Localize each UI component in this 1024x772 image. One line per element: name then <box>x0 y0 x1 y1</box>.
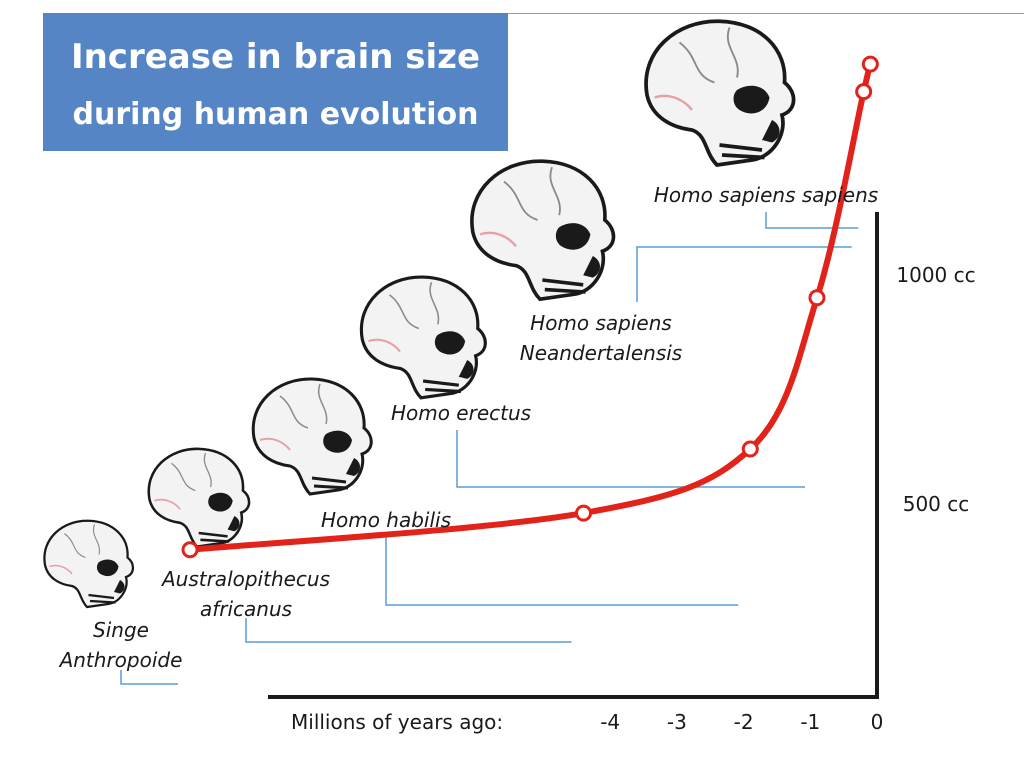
data-point-4 <box>855 83 873 101</box>
skull-erectus-image <box>359 275 487 400</box>
species-label-line: Anthropoide <box>58 648 183 672</box>
species-label-3: Homo erectus <box>391 401 531 425</box>
species-label-line: Homo sapiens sapiens <box>654 183 878 207</box>
skull-neandertal-image <box>470 159 616 302</box>
species-label-1: Australopithecus africanus <box>160 567 330 621</box>
species-label-4: Homo sapiens Neandertalensis <box>520 311 682 365</box>
connector-5 <box>765 212 859 229</box>
x-tick-label-3: -1 <box>800 710 820 734</box>
data-point-3 <box>808 289 826 307</box>
species-label-0: Singe Anthropoide <box>58 618 183 672</box>
data-point-0 <box>181 541 199 559</box>
connector-0 <box>120 670 178 685</box>
x-tick-label-0: -4 <box>600 710 620 734</box>
species-label-line: africanus <box>200 597 292 621</box>
data-points <box>181 55 879 559</box>
connector-2 <box>385 536 739 606</box>
skull-australopithecus-image <box>147 447 251 548</box>
top-rule <box>508 13 1024 14</box>
species-label-line: Homo erectus <box>391 401 531 425</box>
species-labels: Singe Anthropoide Australopithecus africanu… <box>58 183 879 672</box>
species-label-5: Homo sapiens sapiens <box>654 183 878 207</box>
brain-size-curve <box>187 61 874 553</box>
data-point-2 <box>741 440 759 458</box>
connector-3 <box>456 430 805 488</box>
skull-ape-image <box>43 519 135 609</box>
connector-4 <box>636 246 852 302</box>
species-label-line: Neandertalensis <box>520 341 682 365</box>
x-tick-label-1: -3 <box>667 710 687 734</box>
species-label-2: Homo habilis <box>321 508 451 532</box>
y-tick-label-1: 1000 cc <box>896 263 975 287</box>
species-label-line: Singe <box>93 618 149 642</box>
species-label-line: Homo habilis <box>321 508 451 532</box>
axes <box>268 212 879 699</box>
x-axis-label: Millions of years ago: <box>291 710 503 734</box>
tick-labels: -4 -3 -2 -1 0 Millions of years ago: 500 cc 100… <box>291 263 976 734</box>
title-banner: Increase in brain size during human evol… <box>43 13 508 151</box>
data-point-5 <box>861 55 879 73</box>
y-tick-label-0: 500 cc <box>903 492 970 516</box>
series-line <box>187 61 874 553</box>
species-label-line: Homo sapiens <box>530 311 672 335</box>
data-point-1 <box>575 504 593 522</box>
skull-habilis-image <box>251 377 373 496</box>
connector-1 <box>245 618 572 643</box>
title-line-2: during human evolution <box>72 97 479 132</box>
x-tick-label-2: -2 <box>734 710 754 734</box>
species-label-line: Australopithecus <box>160 567 330 591</box>
title-line-1: Increase in brain size <box>70 37 481 77</box>
x-tick-label-4: 0 <box>871 710 884 734</box>
skull-sapiens-image <box>644 19 796 167</box>
